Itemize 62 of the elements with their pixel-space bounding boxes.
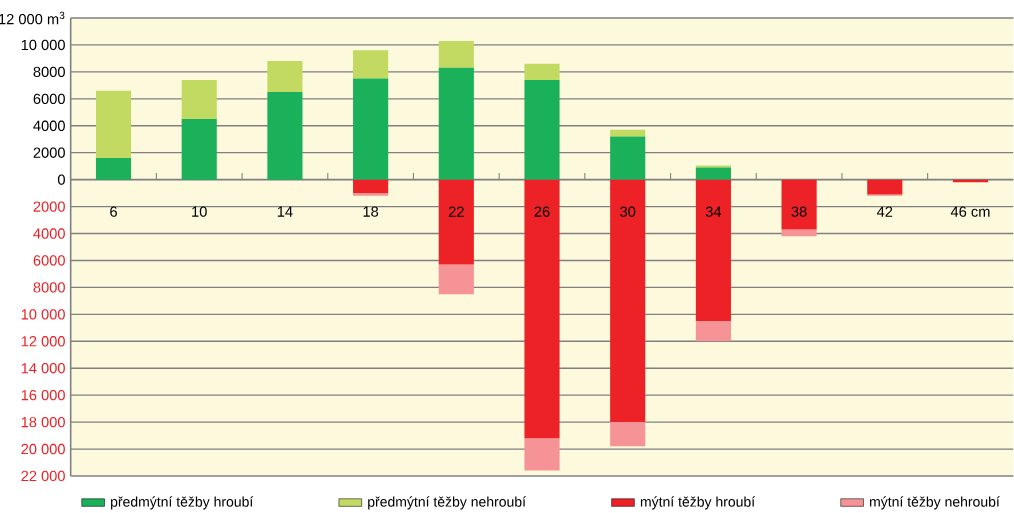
- y-tick-label: 4000: [33, 228, 65, 239]
- bar: [610, 136, 646, 180]
- bar: [524, 63, 560, 80]
- y-tick-label: 2000: [33, 147, 65, 158]
- bar: [95, 90, 132, 159]
- x-tick-label: 30: [620, 206, 636, 217]
- bar: [181, 79, 217, 120]
- bar: [524, 79, 560, 180]
- x-tick-label: 6: [110, 206, 117, 217]
- bar: [181, 119, 217, 180]
- bar: [524, 438, 560, 471]
- y-tick-label: 6000: [33, 93, 65, 105]
- bar: [95, 158, 132, 180]
- x-tick-label: 46 cm: [950, 206, 990, 217]
- x-tick-label: 10: [192, 206, 207, 217]
- y-tick-label: 14 000: [21, 363, 65, 374]
- bar: [695, 321, 731, 342]
- x-tick-label: 42: [876, 206, 893, 217]
- bar: [695, 167, 731, 180]
- bar: [610, 422, 646, 447]
- y-tick-label: 20 000: [21, 443, 65, 455]
- bar: [610, 179, 646, 423]
- bar: [353, 78, 389, 180]
- bar: [438, 179, 474, 265]
- bar: [353, 179, 389, 194]
- bar: [267, 61, 303, 93]
- bar: [781, 179, 817, 230]
- y-tick-label: 18 000: [21, 416, 65, 428]
- y-tick-label: 10 000: [21, 39, 65, 51]
- bar: [353, 193, 389, 196]
- bar: [781, 229, 817, 237]
- bar: [438, 67, 474, 180]
- x-tick-label: 26: [534, 206, 550, 217]
- bar: [438, 40, 474, 68]
- y-tick-label: 8000: [33, 66, 65, 78]
- legend-label: mýtní těžby hroubí: [640, 496, 756, 510]
- x-tick-label: 34: [705, 206, 722, 217]
- bar: [695, 165, 731, 168]
- y-tick-label: 6000: [33, 255, 65, 266]
- x-tick-label: 38: [791, 206, 807, 217]
- x-tick-label: 22: [448, 206, 464, 217]
- y-tick-label: 8000: [33, 282, 65, 293]
- bar: [867, 179, 903, 195]
- legend-label: předmýtní těžby hroubí: [111, 496, 254, 510]
- bar: [267, 92, 303, 180]
- y-tick-label: 2000: [33, 201, 65, 212]
- y-tick-label: 12 000: [21, 336, 65, 347]
- y-tick-label: 4000: [33, 120, 65, 131]
- bar: [695, 179, 731, 322]
- legend-label: mýtní těžby nehroubí: [870, 496, 1000, 510]
- x-tick-label: 14: [277, 206, 293, 217]
- y-tick-label: 10 000: [21, 309, 65, 320]
- bar: [353, 50, 389, 79]
- bar: [524, 179, 560, 439]
- y-tick-label: 16 000: [21, 389, 65, 401]
- legend-label: předmýtní těžby nehroubí: [368, 496, 526, 510]
- bar: [610, 129, 646, 137]
- y-tick-label: 22 000: [21, 470, 65, 482]
- x-tick-label: 18: [363, 206, 379, 217]
- y-tick-label: 12 000 m$^{3}$: [0, 11, 65, 25]
- y-tick-label: 0: [57, 174, 65, 185]
- bar: [438, 264, 474, 295]
